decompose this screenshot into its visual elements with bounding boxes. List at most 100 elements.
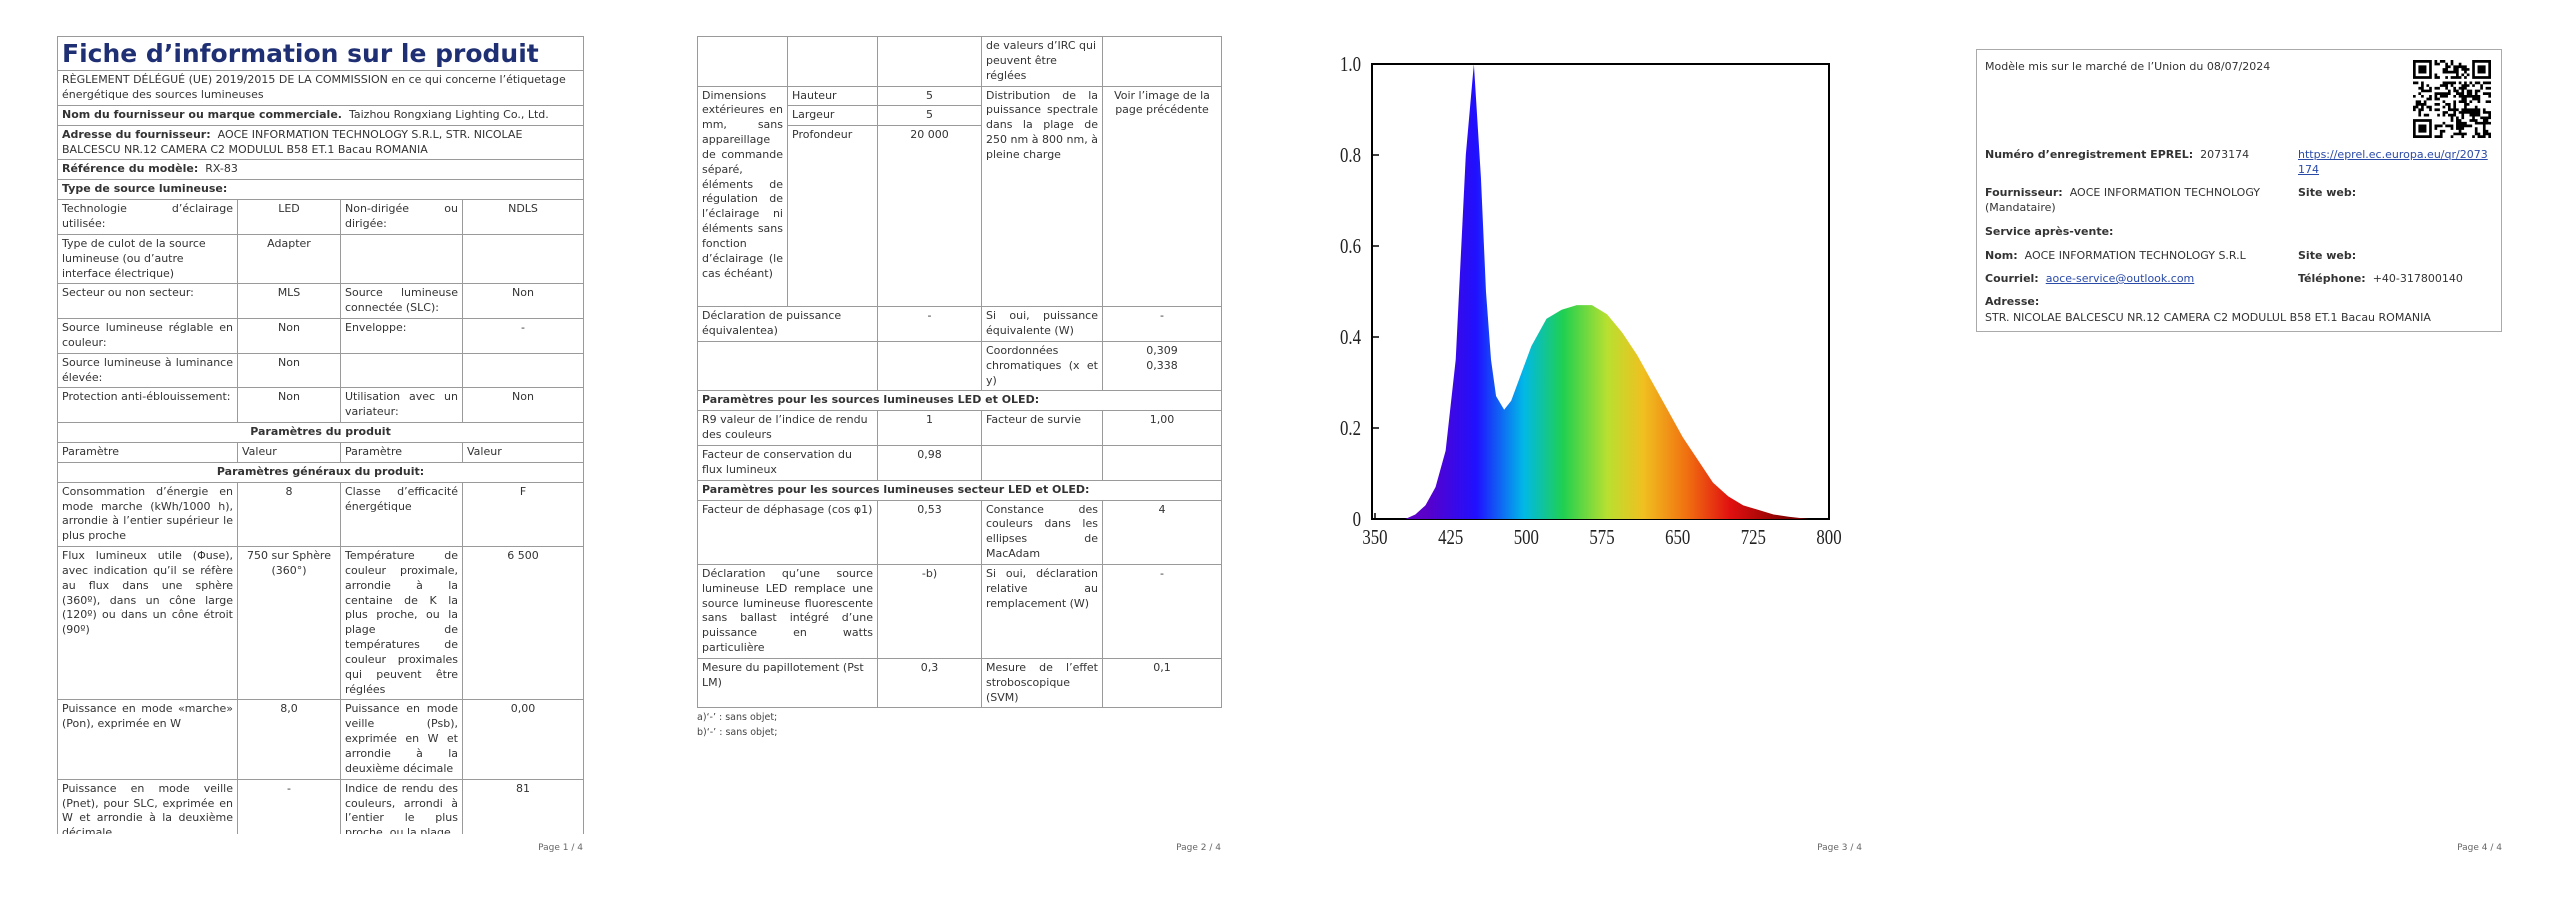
footnote: a)‘-’ : sans objet; [697, 712, 778, 724]
cell: Déclaration qu’une source lumineuse LED … [697, 563, 878, 659]
cell: LED [237, 199, 341, 235]
cell: 5 [877, 105, 982, 127]
cell: NDLS [461, 199, 584, 235]
cell [461, 352, 584, 389]
cell: Facteur de conservation du flux lumineux [697, 444, 878, 481]
cell: Enveloppe: [340, 318, 463, 354]
label: Site web: [2298, 186, 2357, 199]
x-tick-label: 650 [1665, 526, 1690, 549]
y-tick-label: 0.8 [1340, 144, 1361, 167]
cell [697, 340, 878, 392]
header-cell: Valeur [461, 441, 584, 463]
label: Référence du modèle: [62, 162, 199, 176]
x-coordinate: 0,309 [1146, 343, 1178, 357]
cell [340, 233, 463, 285]
cell [787, 36, 878, 87]
cell [340, 352, 463, 389]
value: AOCE INFORMATION TECHNOLOGY S.R.L, STR. … [62, 127, 523, 156]
cell: Coordonnées chromatiques (x et y) [981, 340, 1103, 392]
phone-row: Téléphone: +40-317800140 [2298, 272, 2463, 287]
cell: Facteur de déphasage (cos φ1) [697, 499, 878, 565]
cell [877, 340, 982, 392]
label: Courriel: [1985, 272, 2039, 285]
cell: Adapter [237, 233, 341, 285]
cell: 8 [237, 481, 341, 548]
regulation: RÈGLEMENT DÉLÉGUÉ (UE) 2019/2015 DE LA C… [57, 70, 584, 106]
cell: Constance des couleurs dans les ellipses… [981, 499, 1103, 565]
cell: F [461, 481, 584, 548]
page-number: Page 1 / 4 [538, 843, 583, 853]
y-coordinate: 0,338 [1146, 358, 1178, 372]
link[interactable]: https://eprel.ec.europa.eu/qr/2073174 [2298, 148, 2488, 176]
address: STR. NICOLAE BALCESCU NR.12 CAMERA C2 MO… [1985, 311, 2431, 324]
cell: Facteur de survie [981, 410, 1103, 446]
cell: Non [237, 352, 341, 389]
cell: - [461, 318, 584, 354]
label: Téléphone: [2298, 272, 2366, 285]
cell [981, 444, 1103, 481]
cell: Mesure du papillotement (Pst LM) [697, 657, 878, 709]
x-tick-label: 725 [1741, 526, 1766, 549]
cell: Non-dirigée ou dirigée: [340, 199, 463, 235]
cell: Puissance en mode «marche» (Pon), exprim… [57, 699, 238, 780]
page-2: de valeurs d’IRC qui peuvent être réglée… [697, 36, 1223, 738]
page-1: Fiche d’information sur le produit RÈGLE… [57, 36, 584, 834]
cell: 0,3 [877, 657, 982, 709]
cell [877, 36, 982, 87]
cell: Si oui, déclaration relative au remplace… [981, 563, 1103, 659]
cell: Hauteur [787, 85, 878, 107]
cell: Classe d’efficacité énergétique [340, 481, 463, 548]
value: AOCE INFORMATION TECHNOLOGY S.R.L [2024, 249, 2246, 262]
cell: Source lumineuse à luminance élevée: [57, 352, 238, 389]
section-heading: Paramètres du produit [57, 422, 584, 443]
cell: - [877, 306, 982, 342]
x-tick-label: 500 [1514, 526, 1539, 549]
cell: - [1102, 306, 1222, 342]
supplier-row: Fournisseur: AOCE INFORMATION TECHNOLOGY… [1985, 186, 2290, 216]
label: Adresse du fournisseur: [62, 127, 211, 141]
cell: 8,0 [237, 699, 341, 780]
cell: Déclaration de puissance équivalentea) [697, 306, 878, 342]
value: RX-83 [205, 162, 238, 176]
cell: Source lumineuse réglable en couleur: [57, 318, 238, 354]
qr-modules [2413, 60, 2491, 138]
cell: Largeur [787, 105, 878, 127]
cell: Voir l’image de la page précédente [1102, 85, 1222, 308]
model-row: Référence du modèle: RX-83 [57, 159, 584, 181]
eprel-link[interactable]: https://eprel.ec.europa.eu/qr/2073174 [2298, 148, 2494, 178]
cell: 750 sur Sphère (360°) [237, 546, 341, 701]
email-link[interactable]: aoce-service@outlook.com [2045, 272, 2195, 285]
value: 2073174 [2200, 148, 2250, 161]
cell: Technologie d’éclairage utilisée: [57, 199, 238, 235]
cell: 5 [877, 85, 982, 107]
cell [1102, 36, 1222, 87]
cell: 0,00 [461, 699, 584, 780]
x-tick-label: 575 [1589, 526, 1614, 549]
x-tick-label: 800 [1816, 526, 1841, 549]
y-tick-label: 0.2 [1340, 417, 1361, 440]
cell: Non [237, 318, 341, 354]
cell [697, 36, 788, 87]
y-tick-label: 0.6 [1340, 235, 1361, 258]
label: Site web: [2298, 249, 2357, 262]
cell: 81 [461, 778, 584, 834]
cell: 4 [1102, 499, 1222, 565]
cell: Source lumineuse connectée (SLC): [340, 283, 463, 320]
cell: Utilisation avec un variateur: [340, 387, 463, 424]
page-number: Page 4 / 4 [2457, 843, 2502, 853]
cell: 0,1 [1102, 657, 1222, 709]
cell: 20 000 [877, 125, 982, 308]
cell: Protection anti-éblouissement: [57, 387, 238, 424]
section-heading: Paramètres pour les sources lumineuses L… [697, 390, 1222, 412]
cell: - [1102, 563, 1222, 659]
product-table: Fiche d’information sur le produit RÈGLE… [57, 36, 584, 834]
page-number: Page 2 / 4 [1176, 843, 1221, 853]
cell: Puissance en mode veille (Pnet), pour SL… [57, 778, 238, 834]
cell: Flux lumineux utile (Φuse), avec indicat… [57, 546, 238, 701]
header-cell: Paramètre [340, 441, 463, 463]
title: Fiche d’information sur le produit [57, 36, 584, 72]
label: Adresse: [1985, 295, 2040, 308]
market-date: Modèle mis sur le marché de l’Union du 0… [1985, 60, 2271, 73]
cell [461, 233, 584, 285]
y-tick-label: 0.4 [1340, 326, 1361, 349]
